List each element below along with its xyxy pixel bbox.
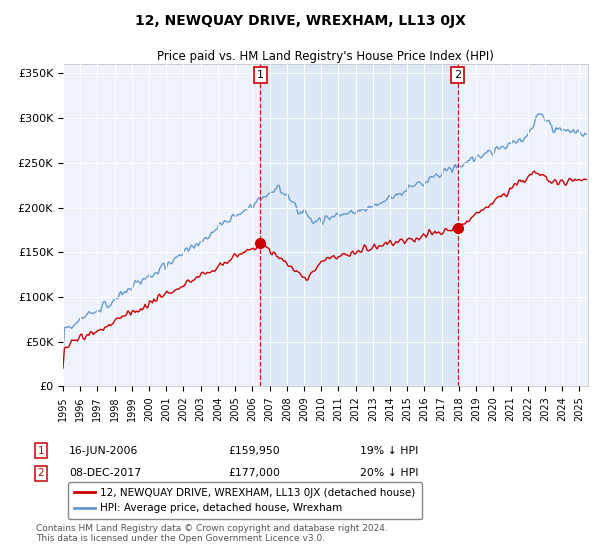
Text: 12, NEWQUAY DRIVE, WREXHAM, LL13 0JX: 12, NEWQUAY DRIVE, WREXHAM, LL13 0JX	[134, 14, 466, 28]
Text: 08-DEC-2017: 08-DEC-2017	[69, 468, 141, 478]
Text: 1: 1	[257, 70, 264, 80]
Text: 1: 1	[37, 446, 44, 456]
Text: 19% ↓ HPI: 19% ↓ HPI	[360, 446, 418, 456]
Title: Price paid vs. HM Land Registry's House Price Index (HPI): Price paid vs. HM Land Registry's House …	[157, 50, 494, 63]
Bar	[260, 64, 458, 386]
Text: 2: 2	[454, 70, 461, 80]
Text: £177,000: £177,000	[228, 468, 280, 478]
Legend: 12, NEWQUAY DRIVE, WREXHAM, LL13 0JX (detached house), HPI: Average price, detac: 12, NEWQUAY DRIVE, WREXHAM, LL13 0JX (de…	[68, 482, 422, 520]
Text: 16-JUN-2006: 16-JUN-2006	[69, 446, 139, 456]
Text: £159,950: £159,950	[228, 446, 280, 456]
Text: 20% ↓ HPI: 20% ↓ HPI	[360, 468, 419, 478]
Text: 2: 2	[37, 468, 44, 478]
Text: Contains HM Land Registry data © Crown copyright and database right 2024.
This d: Contains HM Land Registry data © Crown c…	[36, 524, 388, 543]
